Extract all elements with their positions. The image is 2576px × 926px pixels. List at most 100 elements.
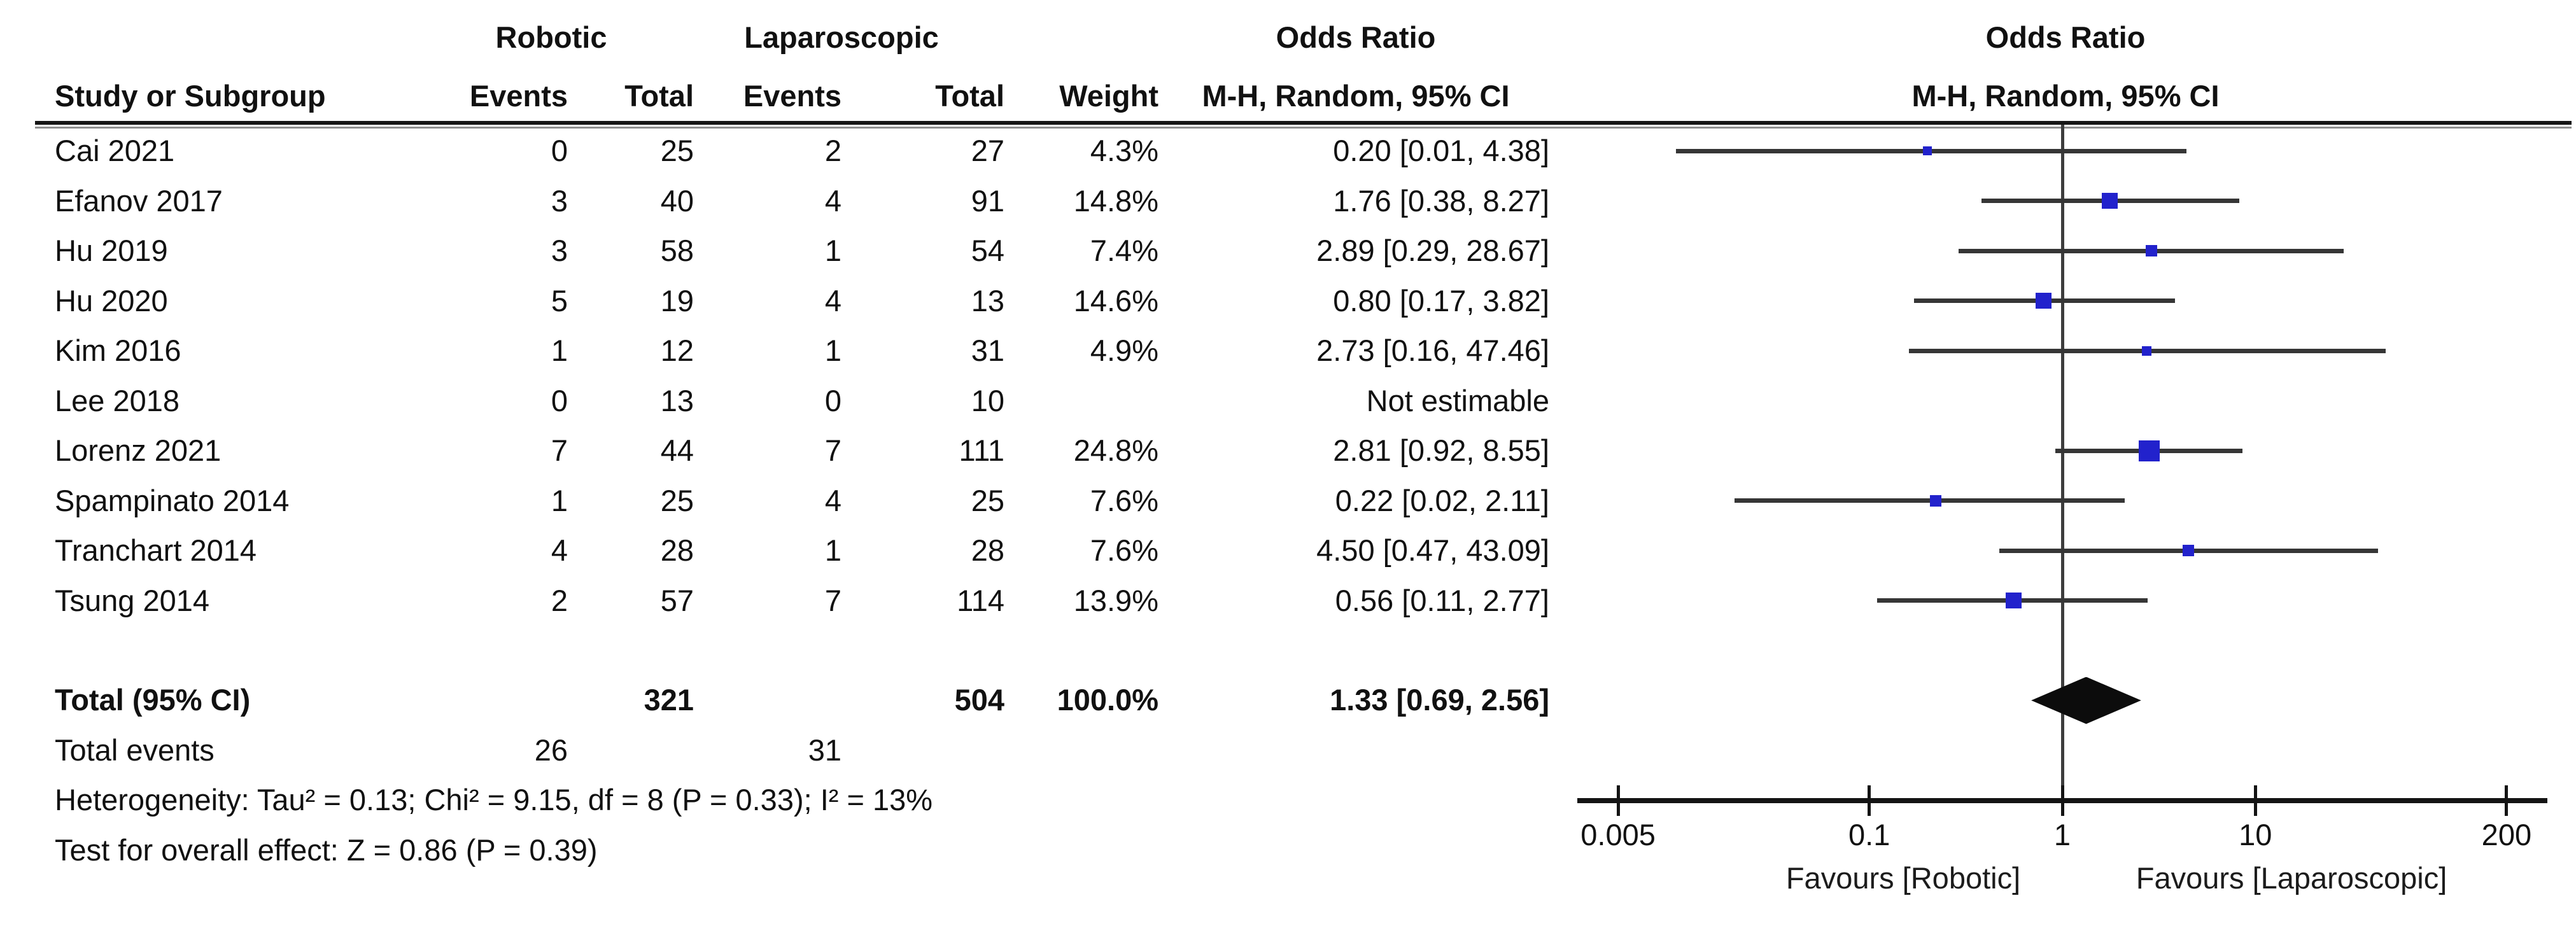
column-header-weight: Weight: [1059, 79, 1158, 113]
robotic-total-cell: 58: [660, 234, 694, 267]
robotic-total-cell: 19: [660, 283, 694, 318]
weight-cell: 7.4%: [1090, 234, 1158, 267]
robotic-total-cell: 28: [660, 533, 694, 567]
or-ci-text-cell: Not estimable: [1366, 383, 1549, 417]
weight-cell: 7.6%: [1090, 483, 1158, 517]
lap-total-cell: 27: [971, 134, 1004, 167]
robotic-total-cell: 25: [660, 134, 694, 167]
robotic-total-cell: 25: [660, 483, 694, 517]
or-ci-text-cell: 0.80 [0.17, 3.82]: [1333, 283, 1549, 318]
or-ci-text-cell: 2.89 [0.29, 28.67]: [1316, 234, 1549, 267]
x-axis-tick-label: 10: [2239, 818, 2272, 852]
group-header-robotic: Robotic: [495, 20, 607, 54]
column-header-study: Study or Subgroup: [55, 79, 326, 113]
weight-cell: 7.6%: [1090, 533, 1158, 567]
odds-ratio-square-marker: [2183, 545, 2195, 556]
favours-robotic-label: Favours [Robotic]: [1785, 861, 2021, 895]
odds-ratio-square-marker: [2036, 293, 2052, 309]
study-label: Tranchart 2014: [55, 533, 257, 567]
x-axis-tick-label: 1: [2053, 818, 2071, 852]
robotic-events-cell: 5: [551, 283, 568, 318]
total-row-label: Total (95% CI): [55, 683, 251, 717]
robotic-events-cell: 1: [551, 333, 568, 367]
odds-ratio-square-marker: [2145, 245, 2157, 256]
total-lap-total: 504: [954, 683, 1004, 717]
odds-ratio-square-marker: [2101, 193, 2118, 209]
lap-events-cell: 2: [824, 134, 841, 167]
robotic-events-cell: 4: [551, 533, 568, 567]
odds-ratio-square-marker: [2138, 440, 2160, 461]
x-axis-tick: [2253, 785, 2257, 816]
lap-events-cell: 7: [824, 583, 841, 617]
weight-cell: 14.6%: [1073, 283, 1158, 318]
lap-events-cell: 1: [824, 533, 841, 567]
lap-events-cell: 4: [824, 483, 841, 517]
study-label: Lorenz 2021: [55, 433, 222, 467]
weight-cell: 4.9%: [1090, 333, 1158, 367]
total-events-lap: 31: [808, 733, 841, 767]
group-header-laparoscopic: Laparoscopic: [744, 20, 939, 54]
odds-ratio-square-marker: [2006, 593, 2022, 608]
x-axis-tick-label: 200: [2481, 818, 2532, 852]
total-or-ci-text: 1.33 [0.69, 2.56]: [1330, 683, 1549, 717]
ci-line: [1734, 498, 2125, 503]
weight-cell: 24.8%: [1073, 433, 1158, 467]
lap-total-cell: 25: [971, 483, 1004, 517]
column-header-or-ci: M-H, Random, 95% CI: [1202, 79, 1510, 113]
x-axis-tick-label: 0.1: [1848, 818, 1890, 852]
column-header-robotic-events: Events: [469, 79, 568, 113]
x-axis-tick: [2060, 785, 2064, 816]
robotic-events-cell: 1: [551, 483, 568, 517]
or-ci-text-cell: 2.81 [0.92, 8.55]: [1333, 433, 1549, 467]
lap-events-cell: 7: [824, 433, 841, 467]
study-label: Tsung 2014: [55, 583, 210, 617]
lap-total-cell: 114: [957, 583, 1004, 617]
study-label: Hu 2019: [55, 234, 168, 267]
robotic-events-cell: 3: [551, 183, 568, 218]
robotic-events-cell: 0: [551, 134, 568, 167]
or-ci-text-cell: 1.76 [0.38, 8.27]: [1333, 183, 1549, 218]
odds-ratio-square-marker: [2141, 346, 2151, 356]
robotic-total-cell: 13: [660, 383, 694, 417]
x-axis-tick-label: 0.005: [1580, 818, 1656, 852]
x-axis-tick: [1868, 785, 1871, 816]
robotic-total-cell: 57: [660, 583, 694, 617]
lap-total-cell: 91: [971, 183, 1004, 218]
column-header-robotic-total: Total: [624, 79, 694, 113]
odds-ratio-column-title: Odds Ratio: [1276, 20, 1436, 54]
or-ci-text-cell: 0.20 [0.01, 4.38]: [1333, 134, 1549, 167]
weight-cell: 14.8%: [1073, 183, 1158, 218]
robotic-events-cell: 0: [551, 383, 568, 417]
lap-total-cell: 111: [959, 433, 1004, 467]
or-ci-text-cell: 0.22 [0.02, 2.11]: [1335, 483, 1549, 517]
weight-cell: 4.3%: [1090, 134, 1158, 167]
or-ci-text-cell: 0.56 [0.11, 2.77]: [1335, 583, 1549, 617]
odds-ratio-plot-title: Odds Ratio: [1985, 20, 2146, 54]
lap-total-cell: 13: [971, 283, 1004, 318]
total-events-label: Total events: [55, 733, 215, 767]
total-robotic-total: 321: [644, 683, 694, 717]
lap-total-cell: 28: [971, 533, 1004, 567]
lap-events-cell: 1: [824, 234, 841, 267]
favours-laparoscopic-label: Favours [Laparoscopic]: [2136, 861, 2447, 895]
column-header-lap-total: Total: [935, 79, 1004, 113]
study-label: Lee 2018: [55, 383, 180, 417]
weight-cell: 13.9%: [1073, 583, 1158, 617]
total-events-robotic: 26: [534, 733, 568, 767]
odds-ratio-square-marker: [1929, 495, 1941, 507]
study-label: Spampinato 2014: [55, 483, 290, 517]
x-axis-tick: [1616, 785, 1620, 816]
study-label: Efanov 2017: [55, 183, 223, 218]
robotic-total-cell: 12: [660, 333, 694, 367]
lap-events-cell: 4: [824, 183, 841, 218]
overall-effect-stats: Test for overall effect: Z = 0.86 (P = 0…: [55, 833, 598, 867]
heterogeneity-stats: Heterogeneity: Tau² = 0.13; Chi² = 9.15,…: [55, 783, 933, 817]
study-label: Hu 2020: [55, 283, 168, 318]
lap-events-cell: 0: [824, 383, 841, 417]
study-label: Kim 2016: [55, 333, 181, 367]
header-rule-top: [35, 121, 2572, 125]
or-ci-text-cell: 2.73 [0.16, 47.46]: [1316, 333, 1549, 367]
total-weight: 100.0%: [1057, 683, 1158, 717]
header-rule-bottom: [35, 127, 2572, 129]
robotic-events-cell: 7: [551, 433, 568, 467]
